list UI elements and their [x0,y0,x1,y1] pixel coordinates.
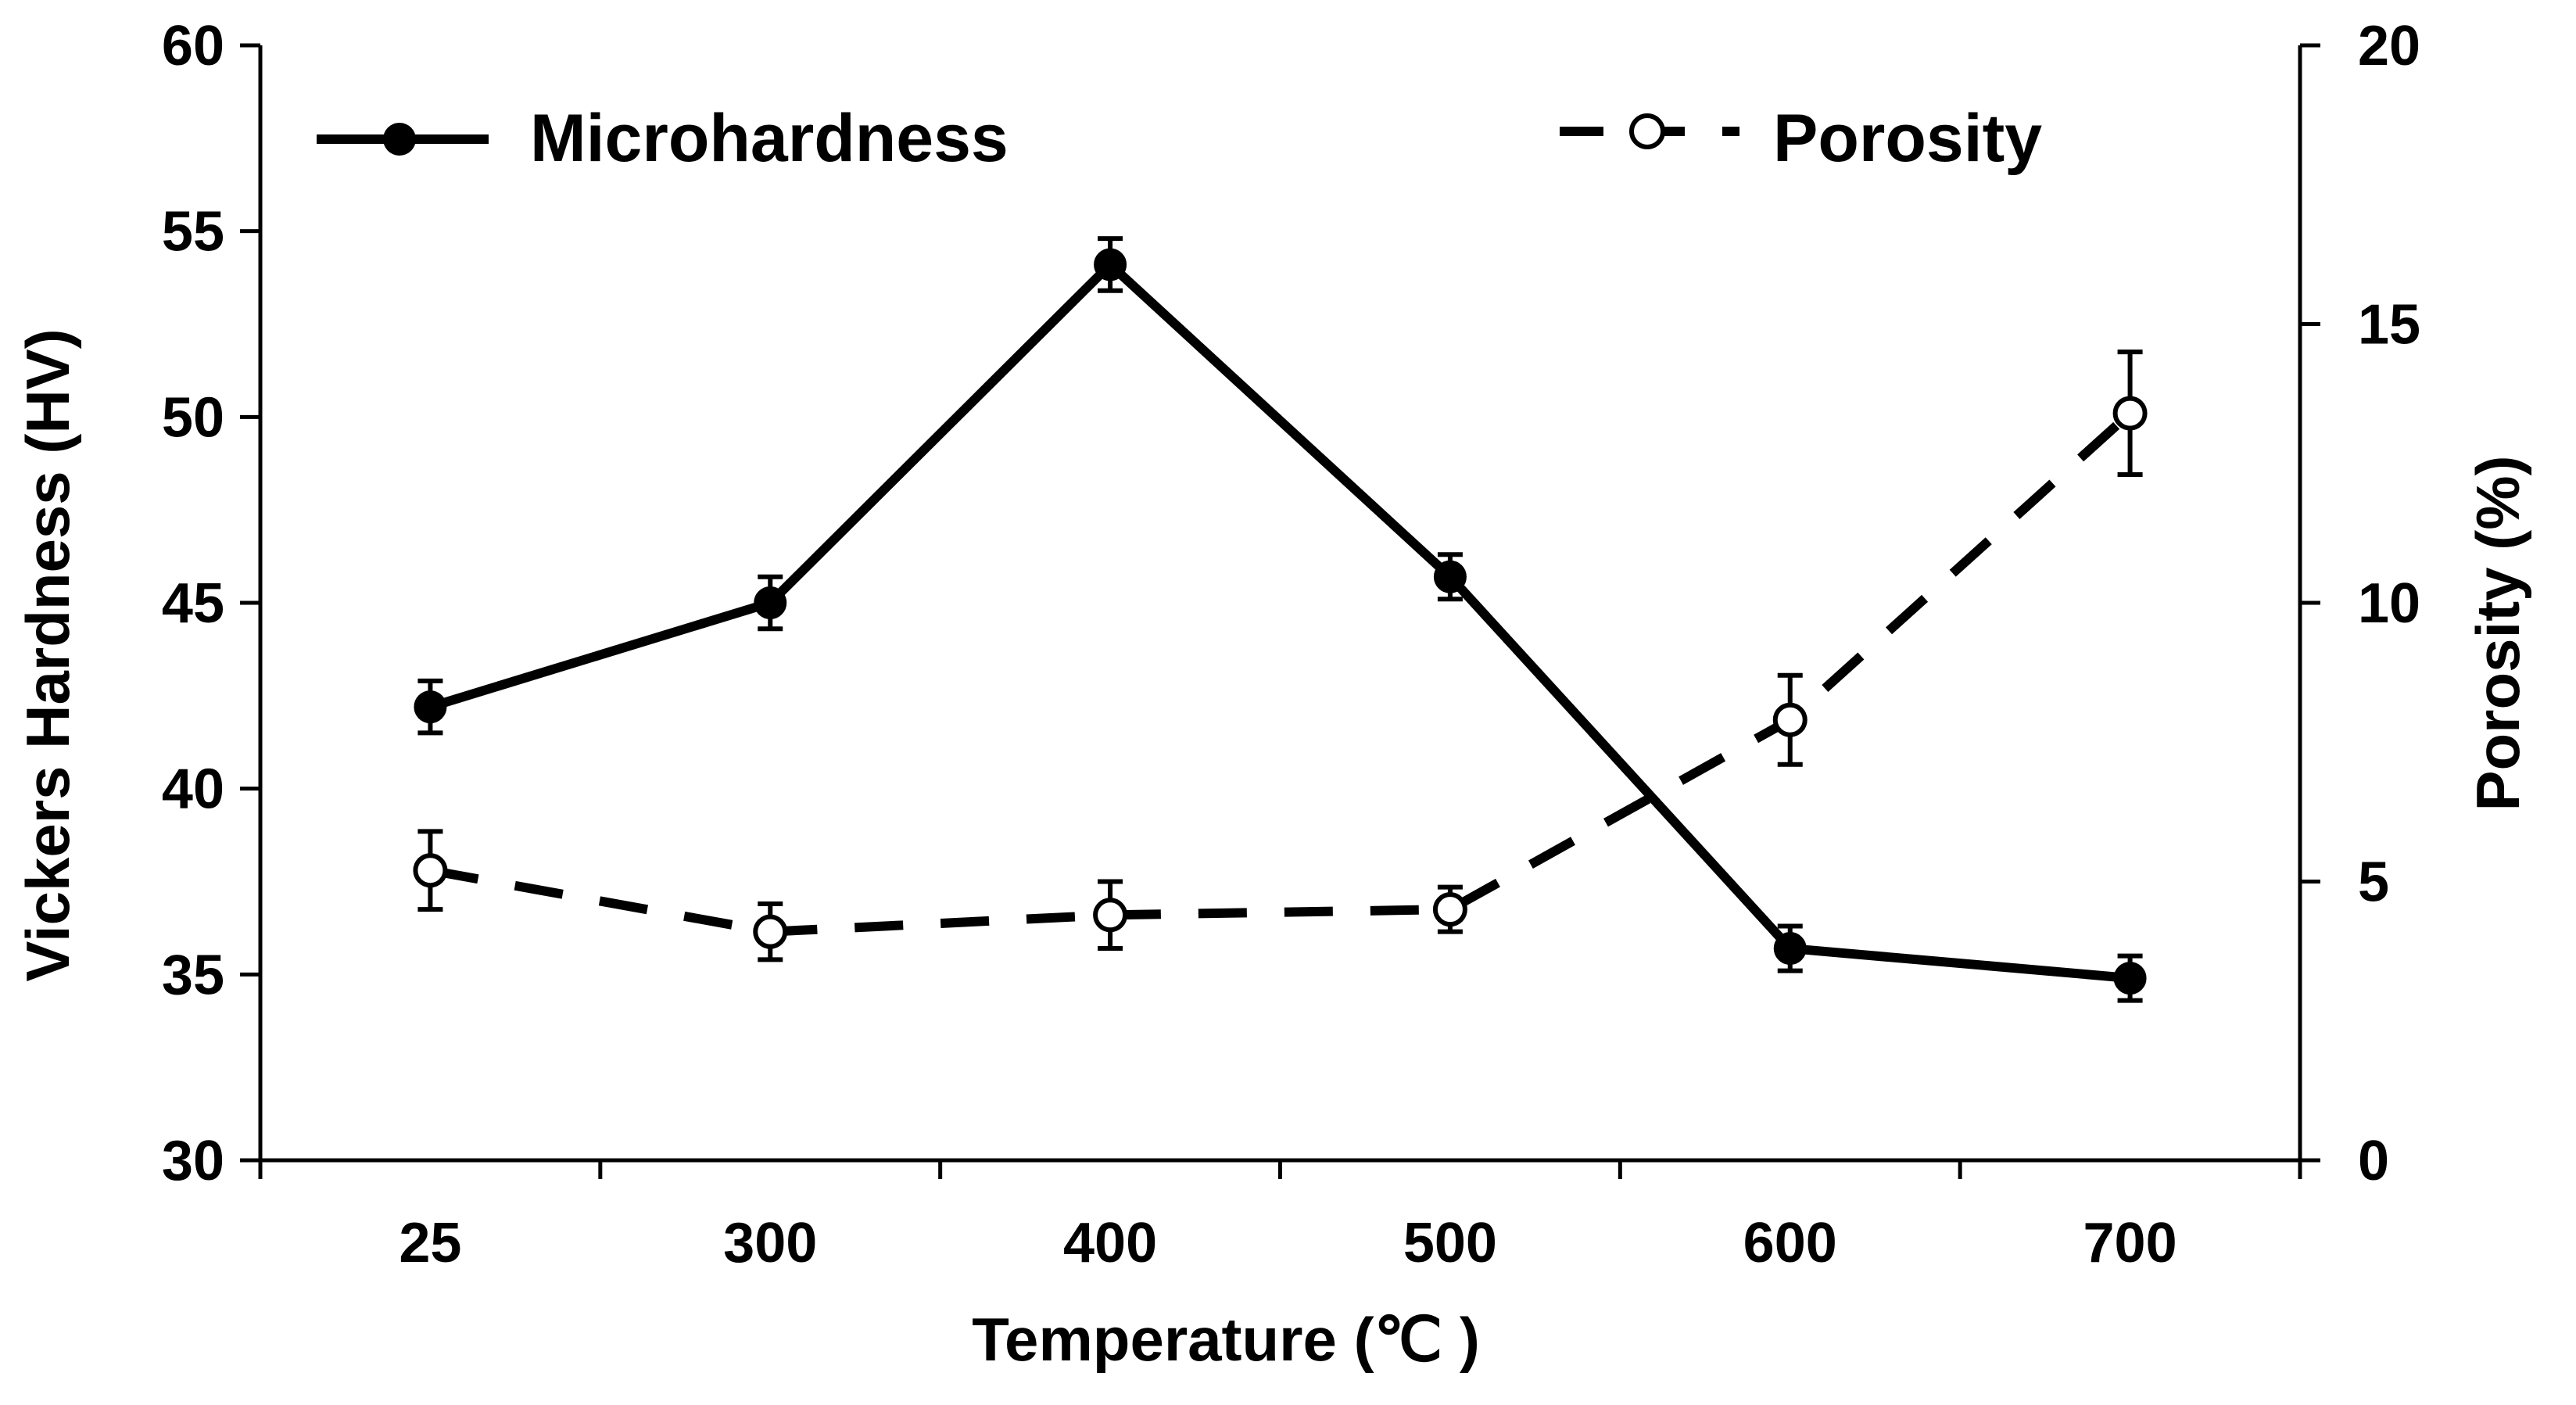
legend-label-porosity: Porosity [1773,101,2042,176]
point-porosity [2112,396,2148,431]
legend-marker-microhardness [383,123,416,156]
y-tick-label: 45 [162,572,224,635]
y-tick-label: 55 [162,201,224,263]
point-microhardness [754,586,787,619]
y-tick-label: 50 [162,386,224,449]
y2-axis-title: Porosity (%) [2463,455,2532,811]
series-line-microhardness [428,260,2131,984]
point-microhardness [1094,248,1127,281]
point-porosity [1093,898,1128,933]
point-microhardness [2113,962,2147,995]
y2-tick-label: 15 [2358,294,2420,357]
legend-marker-porosity [1629,113,1665,149]
x-axis-title: Temperature (℃ ) [972,1305,1480,1374]
point-porosity [1432,892,1467,927]
x-tick-label: 300 [723,1212,817,1274]
y2-tick-label: 10 [2358,572,2420,635]
x-tick-label: 600 [1743,1212,1837,1274]
y2-tick-label: 5 [2358,851,2389,914]
point-microhardness [1773,932,1807,966]
y-tick-label: 30 [162,1130,224,1192]
y-tick-label: 60 [162,15,224,77]
point-microhardness [1433,560,1467,593]
point-porosity [413,853,448,888]
y2-tick-label: 0 [2358,1130,2389,1192]
point-porosity [1772,702,1807,737]
y-tick-label: 40 [162,758,224,821]
x-tick-label: 700 [2083,1212,2177,1274]
legend-label-microhardness: Microhardness [530,101,1009,176]
series-line-porosity [429,410,2134,937]
point-microhardness [414,690,447,724]
x-tick-label: 25 [399,1212,461,1274]
y2-tick-label: 20 [2358,15,2420,77]
y-tick-label: 35 [162,944,224,1006]
x-tick-label: 400 [1063,1212,1157,1274]
x-tick-label: 500 [1403,1212,1497,1274]
point-porosity [753,914,788,949]
y-axis-title: Vickers Hardness (HV) [13,328,82,981]
